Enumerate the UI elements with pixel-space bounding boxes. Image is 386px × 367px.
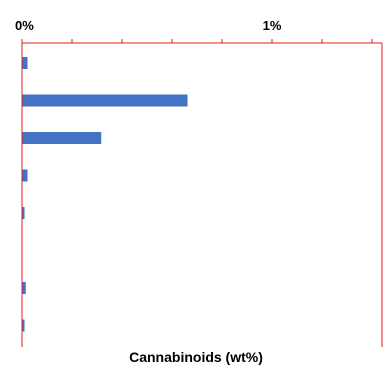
bar-2 bbox=[22, 94, 188, 107]
x-tick-label: 1% bbox=[263, 18, 282, 33]
bar-series bbox=[22, 57, 188, 332]
bar-1 bbox=[22, 57, 28, 69]
bar-8 bbox=[22, 319, 25, 332]
x-axis-ticks: 0% 1% bbox=[15, 18, 373, 43]
bar-3 bbox=[22, 132, 102, 144]
bar-5 bbox=[22, 207, 25, 219]
bar-7 bbox=[22, 282, 26, 294]
x-tick-label: 0% bbox=[15, 18, 34, 33]
x-axis-title: Cannabinoids (wt%) bbox=[129, 349, 263, 365]
chart-axes bbox=[21, 42, 383, 347]
bar-4 bbox=[22, 169, 28, 182]
